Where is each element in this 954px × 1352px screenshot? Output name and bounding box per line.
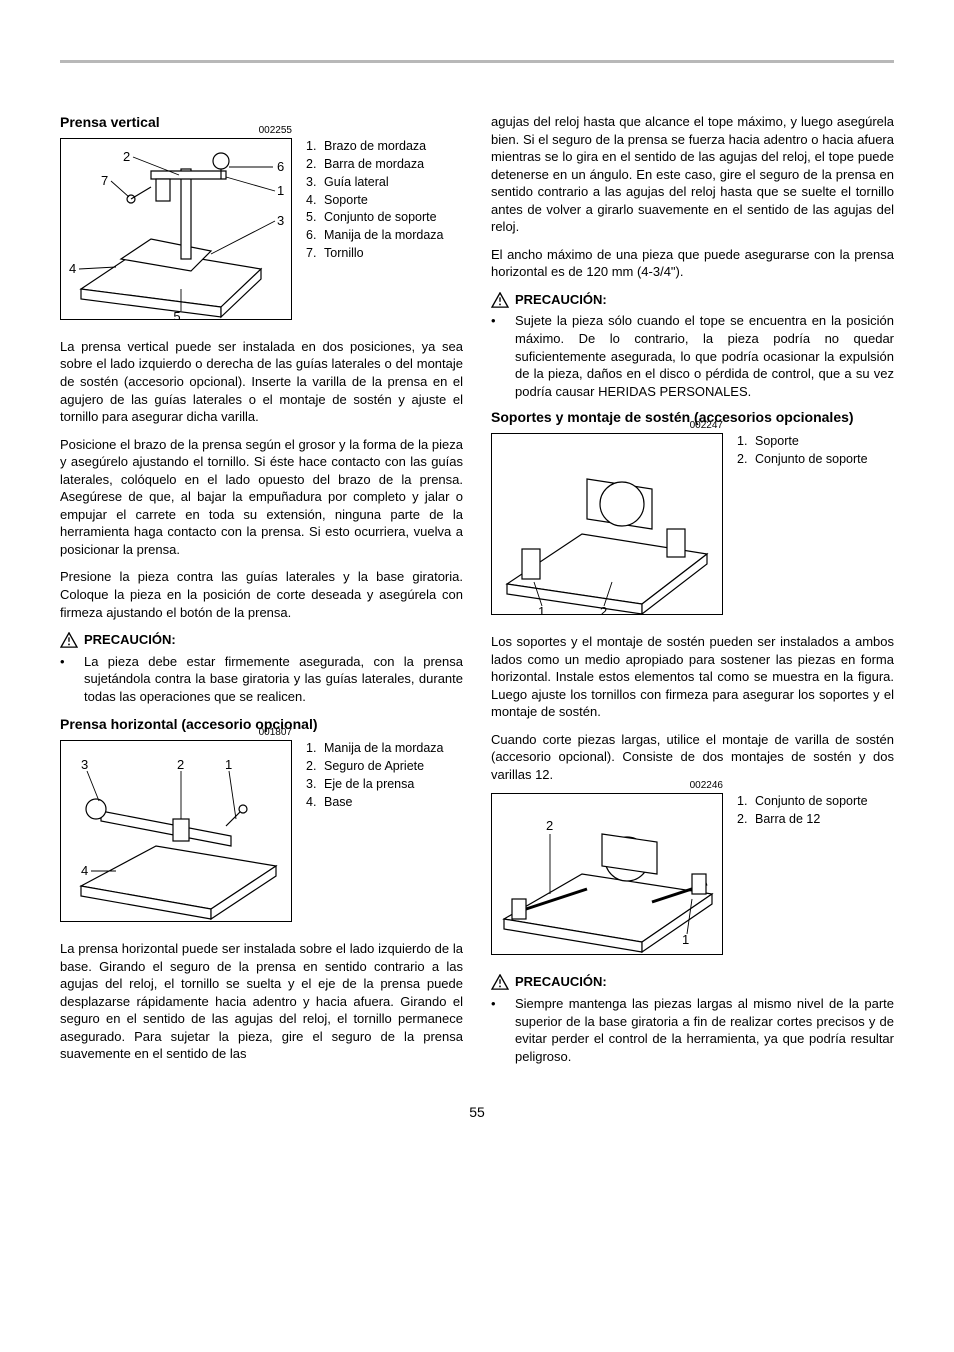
- figure-frame-4: 2 1: [491, 793, 723, 955]
- caution-heading: PRECAUCIÓN:: [60, 631, 463, 649]
- holder-assembly-diagram: 1 2: [492, 434, 722, 614]
- horizontal-vise-diagram: 3 2 1 4: [61, 741, 291, 921]
- paragraph: La prensa vertical puede ser instalada e…: [60, 338, 463, 426]
- svg-text:2: 2: [600, 604, 607, 614]
- paragraph: La prensa horizontal puede ser instalada…: [60, 940, 463, 1063]
- list-item: 3.Eje de la prensa: [306, 776, 444, 793]
- svg-text:3: 3: [81, 757, 88, 772]
- caution-heading: PRECAUCIÓN:: [491, 973, 894, 991]
- list-item: 6.Manija de la mordaza: [306, 227, 444, 244]
- paragraph: Los soportes y el montaje de sostén pued…: [491, 633, 894, 721]
- caution-label: PRECAUCIÓN:: [515, 973, 607, 991]
- list-item: 2.Seguro de Apriete: [306, 758, 444, 775]
- svg-text:5: 5: [173, 309, 180, 319]
- list-item: 4.Soporte: [306, 192, 444, 209]
- warning-icon: [491, 292, 509, 308]
- paragraph: Posicione el brazo de la prensa según el…: [60, 436, 463, 559]
- list-item: 1.Manija de la mordaza: [306, 740, 444, 757]
- svg-text:2: 2: [546, 818, 553, 833]
- list-item: 1.Brazo de mordaza: [306, 138, 444, 155]
- list-item: 3.Guía lateral: [306, 174, 444, 191]
- list-item: 5.Conjunto de soporte: [306, 209, 444, 226]
- list-item: 1.Soporte: [737, 433, 868, 450]
- list-item: 2.Barra de 12: [737, 811, 868, 828]
- figure-4-legend: 1.Conjunto de soporte 2.Barra de 12: [737, 793, 868, 829]
- warning-icon: [60, 632, 78, 648]
- two-column-layout: Prensa vertical 002255: [60, 113, 894, 1073]
- paragraph: Presione la pieza contra las guías later…: [60, 568, 463, 621]
- figure-frame-2: 3 2 1 4: [60, 740, 292, 922]
- header-rule: [60, 60, 894, 63]
- svg-text:6: 6: [277, 159, 284, 174]
- list-item: •Siempre mantenga las piezas largas al m…: [491, 995, 894, 1065]
- caution-list: •Sujete la pieza sólo cuando el tope se …: [491, 312, 894, 400]
- figure-3-legend: 1.Soporte 2.Conjunto de soporte: [737, 433, 868, 469]
- left-column: Prensa vertical 002255: [60, 113, 463, 1073]
- figure-2-legend: 1.Manija de la mordaza 2.Seguro de Aprie…: [306, 740, 444, 812]
- svg-text:1: 1: [225, 757, 232, 772]
- figure-block-1: 002255: [60, 138, 463, 320]
- caution-label: PRECAUCIÓN:: [515, 291, 607, 309]
- paragraph: agujas del reloj hasta que alcance el to…: [491, 113, 894, 236]
- svg-text:4: 4: [81, 863, 88, 878]
- svg-text:4: 4: [69, 261, 76, 276]
- figure-frame-1: 2 7 4 5 6 1 3: [60, 138, 292, 320]
- svg-text:2: 2: [177, 757, 184, 772]
- figure-id-3: 002247: [690, 419, 723, 433]
- svg-text:1: 1: [538, 604, 545, 614]
- svg-text:2: 2: [123, 149, 130, 164]
- vertical-vise-diagram: 2 7 4 5 6 1 3: [61, 139, 291, 319]
- svg-text:7: 7: [101, 173, 108, 188]
- figure-id-4: 002246: [690, 779, 723, 793]
- caution-label: PRECAUCIÓN:: [84, 631, 176, 649]
- paragraph: El ancho máximo de una pieza que puede a…: [491, 246, 894, 281]
- figure-frame-3: 1 2: [491, 433, 723, 615]
- figure-1-legend: 1.Brazo de mordaza 2.Barra de mordaza 3.…: [306, 138, 444, 263]
- svg-text:1: 1: [682, 932, 689, 947]
- list-item: 4.Base: [306, 794, 444, 811]
- warning-icon: [491, 974, 509, 990]
- figure-block-2: 001807: [60, 740, 463, 922]
- paragraph: Cuando corte piezas largas, utilice el m…: [491, 731, 894, 784]
- rod-assembly-diagram: 2 1: [492, 794, 722, 954]
- list-item: 7.Tornillo: [306, 245, 444, 262]
- figure-id-2: 001807: [259, 726, 292, 740]
- svg-text:1: 1: [277, 183, 284, 198]
- list-item: •Sujete la pieza sólo cuando el tope se …: [491, 312, 894, 400]
- figure-id-1: 002255: [259, 124, 292, 138]
- caution-list: •Siempre mantenga las piezas largas al m…: [491, 995, 894, 1065]
- list-item: 2.Barra de mordaza: [306, 156, 444, 173]
- list-item: 2.Conjunto de soporte: [737, 451, 868, 468]
- caution-list: •La pieza debe estar firmemente asegurad…: [60, 653, 463, 706]
- figure-block-4: 002246: [491, 793, 894, 955]
- page-number: 55: [60, 1103, 894, 1122]
- caution-heading: PRECAUCIÓN:: [491, 291, 894, 309]
- figure-block-3: 002247: [491, 433, 894, 615]
- list-item: 1.Conjunto de soporte: [737, 793, 868, 810]
- svg-text:3: 3: [277, 213, 284, 228]
- right-column: agujas del reloj hasta que alcance el to…: [491, 113, 894, 1073]
- list-item: •La pieza debe estar firmemente asegurad…: [60, 653, 463, 706]
